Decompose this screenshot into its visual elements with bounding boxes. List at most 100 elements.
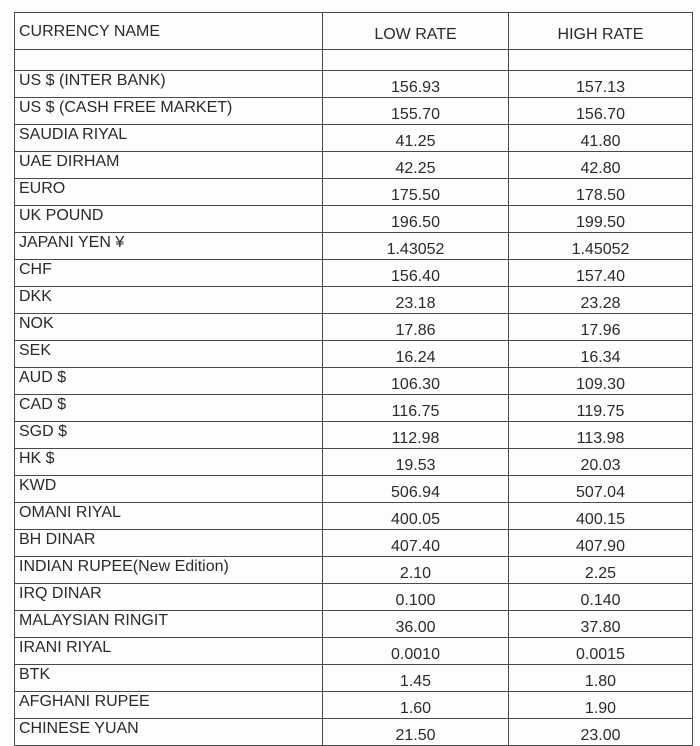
- currency-name-cell: SEK: [14, 340, 323, 368]
- high-rate-cell: 23.28: [508, 286, 693, 314]
- blank-cell: [322, 49, 509, 71]
- low-rate-cell: 112.98: [322, 421, 509, 449]
- table-row: UK POUND 196.50 199.50: [14, 205, 693, 233]
- currency-name-cell: BTK: [14, 664, 323, 692]
- high-rate-cell: 0.140: [508, 583, 693, 611]
- high-rate-cell: 1.90: [508, 691, 693, 719]
- high-rate-cell: 23.00: [508, 718, 693, 746]
- currency-name-cell: BH DINAR: [14, 529, 323, 557]
- currency-name-cell: UAE DIRHAM: [14, 151, 323, 179]
- currency-name-cell: EURO: [14, 178, 323, 206]
- low-rate-cell: 506.94: [322, 475, 509, 503]
- high-rate-cell: 407.90: [508, 529, 693, 557]
- table-row: IRQ DINAR 0.100 0.140: [14, 583, 693, 611]
- currency-name-cell: IRANI RIYAL: [14, 637, 323, 665]
- low-rate-cell: 407.40: [322, 529, 509, 557]
- currency-name-cell: IRQ DINAR: [14, 583, 323, 611]
- currency-name-cell: INDIAN RUPEE(New Edition): [14, 556, 323, 584]
- low-rate-cell: 106.30: [322, 367, 509, 395]
- header-high-rate: HIGH RATE: [508, 12, 693, 50]
- currency-name-cell: AUD $: [14, 367, 323, 395]
- high-rate-cell: 157.13: [508, 70, 693, 98]
- currency-name-cell: KWD: [14, 475, 323, 503]
- currency-name-cell: UK POUND: [14, 205, 323, 233]
- low-rate-cell: 156.93: [322, 70, 509, 98]
- currency-name-cell: CHINESE YUAN: [14, 718, 323, 746]
- currency-name-cell: CAD $: [14, 394, 323, 422]
- high-rate-cell: 0.0015: [508, 637, 693, 665]
- high-rate-cell: 41.80: [508, 124, 693, 152]
- header-currency-name: CURRENCY NAME: [14, 12, 323, 50]
- high-rate-cell: 113.98: [508, 421, 693, 449]
- currency-name-cell: CHF: [14, 259, 323, 287]
- table-row: BH DINAR 407.40 407.90: [14, 529, 693, 557]
- table-row: MALAYSIAN RINGIT 36.00 37.80: [14, 610, 693, 638]
- low-rate-cell: 175.50: [322, 178, 509, 206]
- currency-name-cell: JAPANI YEN ¥: [14, 232, 323, 260]
- low-rate-cell: 17.86: [322, 313, 509, 341]
- table-row: DKK 23.18 23.28: [14, 286, 693, 314]
- high-rate-cell: 156.70: [508, 97, 693, 125]
- table-row: KWD 506.94 507.04: [14, 475, 693, 503]
- low-rate-cell: 36.00: [322, 610, 509, 638]
- low-rate-cell: 1.45: [322, 664, 509, 692]
- low-rate-cell: 0.100: [322, 583, 509, 611]
- currency-name-cell: NOK: [14, 313, 323, 341]
- currency-name-cell: HK $: [14, 448, 323, 476]
- blank-cell: [14, 49, 323, 71]
- high-rate-cell: 199.50: [508, 205, 693, 233]
- low-rate-cell: 156.40: [322, 259, 509, 287]
- table-row: EURO 175.50 178.50: [14, 178, 693, 206]
- low-rate-cell: 41.25: [322, 124, 509, 152]
- high-rate-cell: 1.80: [508, 664, 693, 692]
- table-row: INDIAN RUPEE(New Edition) 2.10 2.25: [14, 556, 693, 584]
- currency-name-cell: US $ (CASH FREE MARKET): [14, 97, 323, 125]
- table-row: OMANI RIYAL 400.05 400.15: [14, 502, 693, 530]
- high-rate-cell: 17.96: [508, 313, 693, 341]
- low-rate-cell: 0.0010: [322, 637, 509, 665]
- high-rate-cell: 178.50: [508, 178, 693, 206]
- currency-name-cell: DKK: [14, 286, 323, 314]
- low-rate-cell: 23.18: [322, 286, 509, 314]
- table-row: SAUDIA RIYAL 41.25 41.80: [14, 124, 693, 152]
- high-rate-cell: 20.03: [508, 448, 693, 476]
- low-rate-cell: 196.50: [322, 205, 509, 233]
- table-row: SGD $112.98 113.98: [14, 421, 693, 449]
- high-rate-cell: 507.04: [508, 475, 693, 503]
- low-rate-cell: 400.05: [322, 502, 509, 530]
- high-rate-cell: 2.25: [508, 556, 693, 584]
- table-row: US $ (CASH FREE MARKET) 155.70 156.70: [14, 97, 693, 125]
- table-row: AUD $106.30 109.30: [14, 367, 693, 395]
- table-row: IRANI RIYAL 0.0010 0.0015: [14, 637, 693, 665]
- low-rate-cell: 21.50: [322, 718, 509, 746]
- high-rate-cell: 400.15: [508, 502, 693, 530]
- low-rate-cell: 155.70: [322, 97, 509, 125]
- currency-name-cell: US $ (INTER BANK): [14, 70, 323, 98]
- table-row: UAE DIRHAM 42.25 42.80: [14, 151, 693, 179]
- currency-name-cell: OMANI RIYAL: [14, 502, 323, 530]
- header-low-rate: LOW RATE: [322, 12, 509, 50]
- high-rate-cell: 16.34: [508, 340, 693, 368]
- low-rate-cell: 16.24: [322, 340, 509, 368]
- low-rate-cell: 42.25: [322, 151, 509, 179]
- blank-cell: [508, 49, 693, 71]
- currency-name-cell: MALAYSIAN RINGIT: [14, 610, 323, 638]
- low-rate-cell: 1.60: [322, 691, 509, 719]
- table-row: US $ (INTER BANK) 156.93 157.13: [14, 70, 693, 98]
- table-row: SEK 16.24 16.34: [14, 340, 693, 368]
- table-row: CHF 156.40 157.40: [14, 259, 693, 287]
- high-rate-cell: 119.75: [508, 394, 693, 422]
- table-row: CAD $116.75 119.75: [14, 394, 693, 422]
- low-rate-cell: 1.43052: [322, 232, 509, 260]
- high-rate-cell: 109.30: [508, 367, 693, 395]
- low-rate-cell: 2.10: [322, 556, 509, 584]
- currency-name-cell: SAUDIA RIYAL: [14, 124, 323, 152]
- high-rate-cell: 37.80: [508, 610, 693, 638]
- currency-rate-table: CURRENCY NAME LOW RATE HIGH RATE US $ (I…: [14, 12, 693, 746]
- currency-name-cell: AFGHANI RUPEE: [14, 691, 323, 719]
- table-row: CHINESE YUAN 21.50 23.00: [14, 718, 693, 746]
- currency-name-cell: SGD $: [14, 421, 323, 449]
- high-rate-cell: 1.45052: [508, 232, 693, 260]
- high-rate-cell: 157.40: [508, 259, 693, 287]
- high-rate-cell: 42.80: [508, 151, 693, 179]
